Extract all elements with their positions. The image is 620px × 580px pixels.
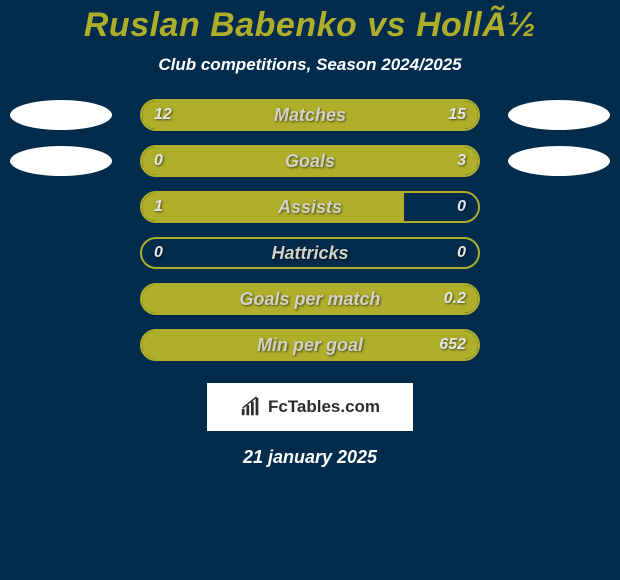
stat-bar: 12Matches15 xyxy=(140,99,480,131)
player-left-oval xyxy=(10,100,112,130)
stat-label: Matches xyxy=(142,101,478,129)
stat-right-value: 652 xyxy=(439,331,466,359)
stat-bar: 0Hattricks0 xyxy=(140,237,480,269)
stat-bar: Goals per match0.2 xyxy=(140,283,480,315)
stat-right-value: 3 xyxy=(457,147,466,175)
stat-right-value: 0 xyxy=(457,193,466,221)
stat-row: 1Assists0 xyxy=(0,191,620,223)
stat-right-value: 0.2 xyxy=(444,285,466,313)
stats-container: 12Matches150Goals31Assists00Hattricks0Go… xyxy=(0,99,620,361)
stat-right-value: 15 xyxy=(448,101,466,129)
date-label: 21 january 2025 xyxy=(0,447,620,468)
stat-row: 0Goals3 xyxy=(0,145,620,177)
stat-row: Goals per match0.2 xyxy=(0,283,620,315)
stat-label: Assists xyxy=(142,193,478,221)
stat-right-value: 0 xyxy=(457,239,466,267)
stat-label: Goals per match xyxy=(142,285,478,313)
stat-row: 12Matches15 xyxy=(0,99,620,131)
player-right-oval xyxy=(508,146,610,176)
stat-bar: 1Assists0 xyxy=(140,191,480,223)
stat-bar: Min per goal652 xyxy=(140,329,480,361)
stat-row: Min per goal652 xyxy=(0,329,620,361)
stat-bar: 0Goals3 xyxy=(140,145,480,177)
stat-label: Min per goal xyxy=(142,331,478,359)
page-title: Ruslan Babenko vs HollÃ½ xyxy=(0,6,620,45)
brand-badge: FcTables.com xyxy=(207,383,413,431)
chart-icon xyxy=(240,396,262,418)
stat-label: Goals xyxy=(142,147,478,175)
player-left-oval xyxy=(10,146,112,176)
stat-label: Hattricks xyxy=(142,239,478,267)
brand-text: FcTables.com xyxy=(268,397,380,417)
stat-row: 0Hattricks0 xyxy=(0,237,620,269)
comparison-card: Ruslan Babenko vs HollÃ½ Club competitio… xyxy=(0,0,620,580)
subtitle: Club competitions, Season 2024/2025 xyxy=(0,55,620,75)
player-right-oval xyxy=(508,100,610,130)
